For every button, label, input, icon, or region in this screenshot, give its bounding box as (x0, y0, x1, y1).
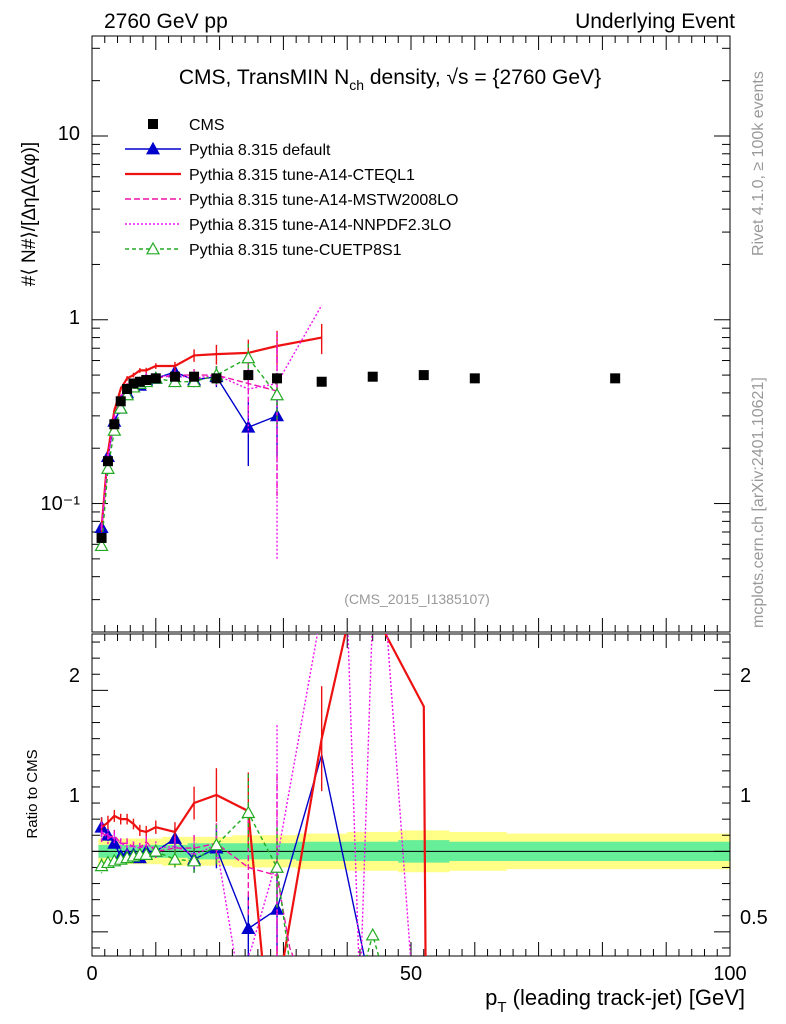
series-line-nnpdf (100, 304, 323, 529)
series-point-cuetp8s1 (94, 538, 109, 552)
main-axis-ticks (91, 36, 731, 633)
y-axis-label: #⟨ N#⟩/[ΔηΔ(Δφ)] (19, 142, 40, 286)
cms-data-point (128, 378, 139, 389)
cms-data-point (102, 456, 113, 467)
ratio-line-cteql1 (100, 634, 427, 956)
x-tick-label-0: 0 (86, 963, 97, 985)
cms-data-point (610, 373, 621, 384)
ratio-series-group (94, 634, 427, 956)
ratio-point-cuetp8s1 (148, 844, 163, 857)
ratio-line-default (101, 754, 365, 956)
legend-label-cteql1: Pythia 8.315 tune-A14-CTEQL1 (189, 167, 415, 184)
ratio-point-cuetp8s1 (167, 852, 182, 865)
cms-data-point (418, 370, 429, 381)
x-tick-label-50: 50 (400, 963, 422, 985)
main-plot-frame (91, 35, 731, 633)
cms-data-point (96, 532, 107, 543)
ratio-point-default (241, 921, 256, 935)
ratio-tick-label-2-right: 2 (740, 665, 751, 687)
cms-data-point (243, 370, 254, 381)
ratio-tick-label-1-right: 1 (740, 785, 751, 807)
legend-marker-cms (148, 119, 158, 129)
legend-label-mstw: Pythia 8.315 tune-A14-MSTW2008LO (189, 192, 458, 209)
header-analysis: Underlying Event (575, 10, 735, 33)
y-tick-label-0p1: 10⁻¹ (41, 493, 81, 515)
legend-marker-default (145, 141, 161, 155)
series-line-cteql1 (100, 336, 322, 528)
ratio-point-cuetp8s1 (209, 837, 224, 851)
cms-data-point (272, 373, 283, 384)
x-tick-label-100: 100 (713, 963, 746, 985)
series-point-cuetp8s1 (113, 401, 128, 414)
series-point-cuetp8s1 (270, 387, 285, 401)
cms-data-point (189, 371, 200, 382)
legend-label-default: Pythia 8.315 default (189, 142, 331, 159)
ratio-point-cuetp8s1 (187, 853, 202, 867)
y-tick-label-1: 1 (69, 307, 80, 329)
cms-data-point (469, 373, 480, 384)
series-point-default (241, 420, 256, 433)
legend-label-cms: CMS (189, 117, 225, 134)
ratio-line-mstw (101, 831, 294, 956)
ratio-point-cuetp8s1 (270, 860, 285, 873)
ratio-tick-label-1: 1 (69, 785, 80, 807)
x-axis-label: pT (leading track-jet) [GeV] (485, 985, 745, 1016)
ratio-y-axis-label: Ratio to CMS (24, 749, 41, 838)
y-tick-label-10: 10 (58, 123, 80, 145)
cms-data-point (316, 376, 327, 387)
legend-label-cuetp8s1: Pythia 8.315 tune-CUETP8S1 (189, 242, 402, 259)
legend-label-nnpdf: Pythia 8.315 tune-A14-NNPDF2.3LO (189, 217, 451, 234)
analysis-watermark: (CMS_2015_I1385107) (344, 591, 490, 607)
series-point-cuetp8s1 (100, 461, 115, 474)
cms-data-point (134, 376, 145, 387)
side-rivet-info: Rivet 4.1.0, ≥ 100k events (750, 71, 767, 256)
cms-data-point (122, 384, 133, 395)
cms-data-point (169, 371, 180, 382)
ratio-point-cuetp8s1 (365, 927, 380, 941)
cms-data-point (115, 396, 126, 407)
legend-marker-cuetp8s1 (145, 241, 161, 255)
legend: CMS Pythia 8.315 default Pythia 8.315 tune… (125, 117, 458, 259)
ratio-tick-label-2: 2 (69, 665, 80, 687)
main-series-group (94, 304, 621, 559)
ratio-point-cuetp8s1 (241, 805, 256, 819)
series-point-cuetp8s1 (107, 423, 122, 436)
cms-data-point (150, 373, 161, 384)
side-mcplots-info: mcplots.cern.ch [arXiv:2401.10621] (750, 377, 767, 628)
ratio-tick-label-0p5-right: 0.5 (740, 907, 768, 929)
series-point-cuetp8s1 (241, 350, 256, 364)
ratio-line-nnpdf (101, 634, 412, 956)
cms-data-point (141, 375, 152, 386)
cms-data-point (109, 419, 120, 430)
chart-title: CMS, TransMIN Nch density, √s = {2760 Ge… (179, 66, 601, 93)
ratio-tick-label-0p5: 0.5 (52, 907, 80, 929)
cms-data-point (211, 373, 222, 384)
header-collision: 2760 GeV pp (104, 10, 228, 33)
cms-data-point (367, 371, 378, 382)
